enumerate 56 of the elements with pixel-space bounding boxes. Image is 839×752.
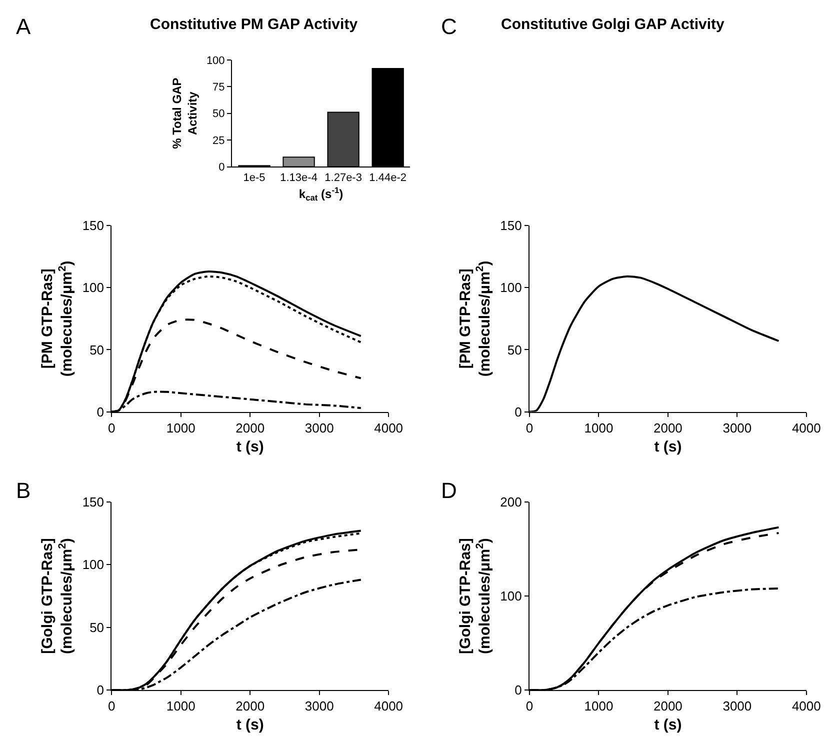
x-tick-label: 0 xyxy=(108,420,116,436)
x-tick-label: 2000 xyxy=(653,698,682,714)
y-tick-label: 50 xyxy=(90,342,104,358)
y-tick-label: 150 xyxy=(82,218,104,234)
x-tick-label: 3000 xyxy=(722,698,752,714)
y-tick-label: 0 xyxy=(218,162,225,174)
x-tick-label: 1000 xyxy=(584,698,614,714)
x-tick-label: 2000 xyxy=(236,420,265,436)
x-axis-title: k$_{cat}$ (s$^{-1}$) xyxy=(298,184,344,202)
x-tick-label: 2000 xyxy=(653,420,682,436)
text: A xyxy=(16,14,31,39)
x-tick-label: 1e-5 xyxy=(243,172,266,184)
x-tick-label: 1000 xyxy=(166,420,196,436)
x-axis-title: t (s) xyxy=(654,716,682,734)
y-tick-label: 50 xyxy=(90,620,104,635)
x-tick-label: 4000 xyxy=(792,420,821,436)
x-axis-title: t (s) xyxy=(654,438,682,456)
y-tick-label: 100 xyxy=(82,557,104,572)
text: D xyxy=(441,478,457,503)
y-tick-label: 150 xyxy=(82,494,104,510)
y-tick-label: 75 xyxy=(212,81,225,94)
x-tick-label: 2000 xyxy=(236,698,265,714)
y-tick-label: 100 xyxy=(500,588,522,604)
x-tick-label: 0 xyxy=(526,698,534,714)
x-tick-label: 1000 xyxy=(166,698,196,714)
text: B xyxy=(16,478,31,503)
y-tick-label: 50 xyxy=(212,108,225,120)
y-tick-label: 0 xyxy=(514,404,522,420)
x-tick-label: 0 xyxy=(108,698,116,714)
y-tick-label: 0 xyxy=(96,404,104,420)
x-tick-label: 3000 xyxy=(722,420,752,436)
text: C xyxy=(441,14,457,39)
x-tick-label: 1000 xyxy=(584,420,614,436)
y-tick-label: 200 xyxy=(500,494,522,510)
x-tick-label: 4000 xyxy=(792,698,821,714)
y-tick-label: 0 xyxy=(96,682,104,698)
x-tick-label: 4000 xyxy=(374,420,404,436)
x-axis-title: t (s) xyxy=(236,716,264,734)
chart-title: Constitutive PM GAP Activity xyxy=(150,16,358,33)
x-tick-label: 1.27e-3 xyxy=(324,172,362,184)
y-tick-label: 50 xyxy=(507,342,522,358)
y-tick-label: 25 xyxy=(212,134,225,147)
x-tick-label: 1.13e-4 xyxy=(280,172,318,184)
y-tick-label: 0 xyxy=(514,682,522,698)
x-tick-label: 3000 xyxy=(304,420,334,436)
y-axis-title: % Total GAP Activity xyxy=(170,78,200,149)
y-tick-label: 100 xyxy=(82,280,104,296)
x-tick-label: 0 xyxy=(526,420,534,436)
chart-title: Constitutive Golgi GAP Activity xyxy=(501,16,726,33)
x-tick-label: 4000 xyxy=(374,698,404,714)
x-tick-label: 1.44e-2 xyxy=(369,172,406,184)
y-tick-label: 150 xyxy=(500,218,522,234)
x-axis-title: t (s) xyxy=(236,438,264,456)
x-tick-label: 3000 xyxy=(304,698,334,714)
y-tick-label: 100 xyxy=(500,280,522,296)
y-tick-label: 100 xyxy=(206,54,225,67)
